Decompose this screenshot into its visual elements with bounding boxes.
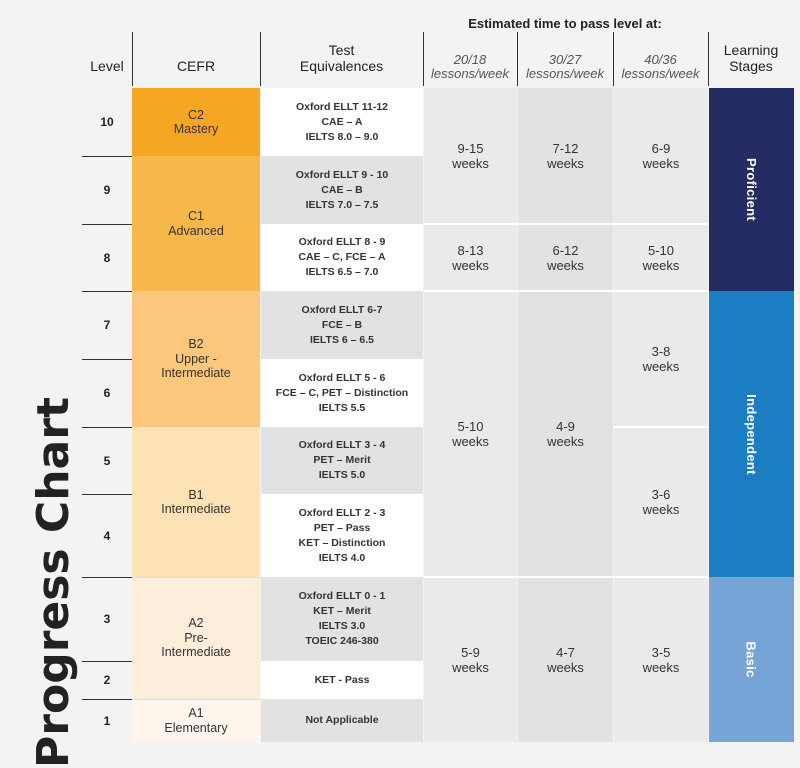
level-cell: 1 (103, 713, 111, 728)
time-cell: 5-10 weeks (452, 419, 489, 449)
time-cell: 3-6 weeks (642, 487, 680, 517)
time-cell: 4-7 weeks (547, 644, 584, 675)
level-cell: 3 (103, 612, 111, 626)
time-cell: 6-12 weeks (547, 242, 584, 273)
time-divider (424, 576, 708, 578)
estimated-time-title: Estimated time to pass level at: (468, 16, 662, 31)
level-cell: 5 (103, 453, 111, 468)
time-cell: 5-10 weeks (642, 242, 680, 273)
cefr-divider (132, 577, 260, 578)
time-divider (424, 290, 708, 292)
header-cefr: CEFR (176, 58, 216, 74)
cefr-b2: B2 Upper - Intermediate (132, 291, 260, 427)
header-learning-stages: Learning Stages (723, 42, 779, 74)
time-cell: 6-9 weeks (642, 141, 680, 171)
test-cell: Not Applicable (261, 699, 423, 742)
test-cell: Oxford ELLT 6-7 FCE – B IELTS 6 – 6.5 (261, 291, 423, 359)
time-column-20 (424, 88, 517, 742)
header-level: Level (90, 58, 124, 74)
time-cell: 3-5 weeks (642, 644, 680, 675)
time-divider (424, 223, 708, 225)
test-cell: Oxford ELLT 11-12 CAE – A IELTS 8.0 – 9.0 (261, 88, 423, 156)
cefr-a1: A1 Elementary (132, 699, 260, 742)
test-cell: Oxford ELLT 9 - 10 CAE – B IELTS 7.0 – 7.5 (261, 156, 423, 224)
level-cell: 7 (103, 318, 111, 332)
test-cell: Oxford ELLT 8 - 9 CAE – C, FCE – A IELTS 6… (261, 224, 423, 291)
header-divider (517, 32, 518, 86)
time-cell: 5-9 weeks (452, 644, 489, 675)
time-cell: 3-8 weeks (642, 344, 680, 374)
stage-basic: Basic (709, 577, 794, 742)
level-cell: 2 (103, 673, 111, 687)
time-divider (614, 426, 708, 428)
header-divider (260, 32, 261, 86)
time-column-30 (518, 88, 613, 742)
row-divider (82, 291, 132, 292)
row-divider (82, 224, 132, 225)
header-rate-20: 20/18 lessons/week (430, 52, 510, 81)
cefr-divider (132, 699, 260, 700)
row-divider (82, 577, 132, 578)
row-divider (82, 494, 132, 495)
test-cell: Oxford ELLT 2 - 3 PET – Pass KET – Distinc… (261, 494, 423, 577)
cefr-a2: A2 Pre- Intermediate (132, 577, 260, 699)
header-divider (613, 32, 614, 86)
time-cell: 4-9 weeks (547, 419, 584, 449)
header-test-equivalences: Test Equivalences (299, 42, 384, 74)
page-title: Progress Chart (27, 397, 79, 768)
row-divider (82, 661, 132, 662)
test-cell: Oxford ELLT 0 - 1 KET – Merit IELTS 3.0 TOE… (261, 577, 423, 661)
header-rate-30: 30/27 lessons/week (525, 52, 605, 81)
level-cell: 9 (103, 183, 111, 197)
row-divider (82, 427, 132, 428)
time-cell: 9-15 weeks (452, 141, 489, 171)
time-column-40 (614, 88, 708, 742)
level-cell: 4 (103, 528, 111, 543)
level-cell: 10 (100, 115, 114, 129)
cefr-c2: C2 Mastery (132, 88, 260, 156)
time-cell: 7-12 weeks (547, 141, 584, 171)
header-divider (708, 32, 709, 86)
header-rate-40: 40/36 lessons/week (621, 52, 700, 81)
header-divider (423, 32, 424, 86)
test-cell: Oxford ELLT 5 - 6 FCE – C, PET – Distinct… (261, 359, 423, 427)
row-divider (82, 699, 132, 700)
row-divider (82, 156, 132, 157)
time-cell: 8-13 weeks (452, 242, 489, 273)
stage-proficient: Proficient (709, 88, 794, 291)
level-cell: 6 (103, 386, 111, 400)
test-cell: KET - Pass (261, 661, 423, 699)
test-cell: Oxford ELLT 3 - 4 PET – Merit IELTS 5.0 (261, 427, 423, 494)
header-divider (132, 32, 133, 86)
cefr-c1: C1 Advanced (132, 156, 260, 291)
row-divider (82, 359, 132, 360)
cefr-b1: B1 Intermediate (132, 427, 260, 577)
level-cell: 8 (103, 250, 111, 265)
stage-independent: Independent (709, 291, 794, 577)
